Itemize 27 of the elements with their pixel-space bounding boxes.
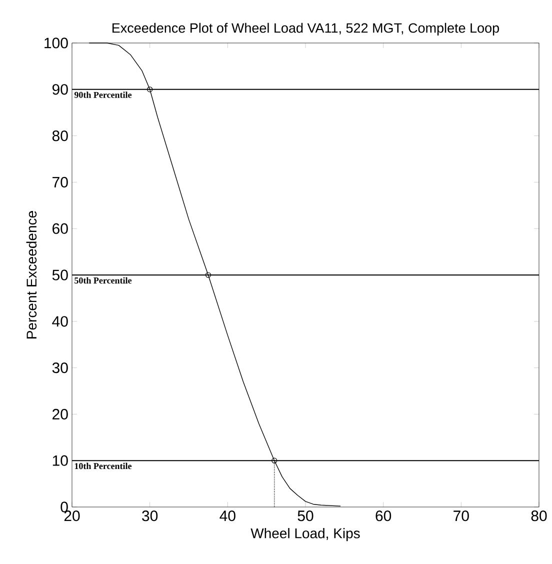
- chart-title: Exceedence Plot of Wheel Load VA11, 522 MGT, Complete Loop: [112, 22, 499, 36]
- y-tick-label: 10: [52, 455, 68, 466]
- x-axis-title: Wheel Load, Kips: [250, 528, 360, 542]
- x-tick-label: 70: [454, 510, 469, 522]
- x-tick-label: 30: [142, 510, 158, 522]
- y-tick-label: 60: [52, 223, 68, 234]
- x-tick-label: 40: [220, 510, 236, 522]
- x-tick-label: 50: [298, 510, 314, 522]
- y-tick-label: 40: [52, 316, 68, 327]
- x-tick-label: 80: [531, 510, 547, 522]
- point: [147, 86, 153, 92]
- point: [272, 458, 278, 464]
- y-tick-label: 80: [52, 130, 68, 142]
- x-tick-label: 20: [64, 510, 80, 522]
- ref-line-label: 50th Percentile: [74, 277, 132, 284]
- y-tick-label: 30: [52, 362, 68, 374]
- ref-line-label: 10th Percentile: [74, 462, 132, 470]
- y-tick-label: 90: [52, 84, 68, 95]
- point: [205, 272, 212, 278]
- x-tick-label: 60: [376, 510, 392, 522]
- y-axis-title: Percent Exceedence: [26, 211, 37, 338]
- y-tick-label: 50: [52, 270, 68, 280]
- y-tick-label: 100: [44, 38, 68, 48]
- y-tick-label: 20: [52, 408, 68, 420]
- ref-line-label: 90th Percentile: [74, 92, 132, 98]
- y-tick-label: 0: [60, 502, 68, 512]
- y-tick-label: 70: [52, 176, 68, 188]
